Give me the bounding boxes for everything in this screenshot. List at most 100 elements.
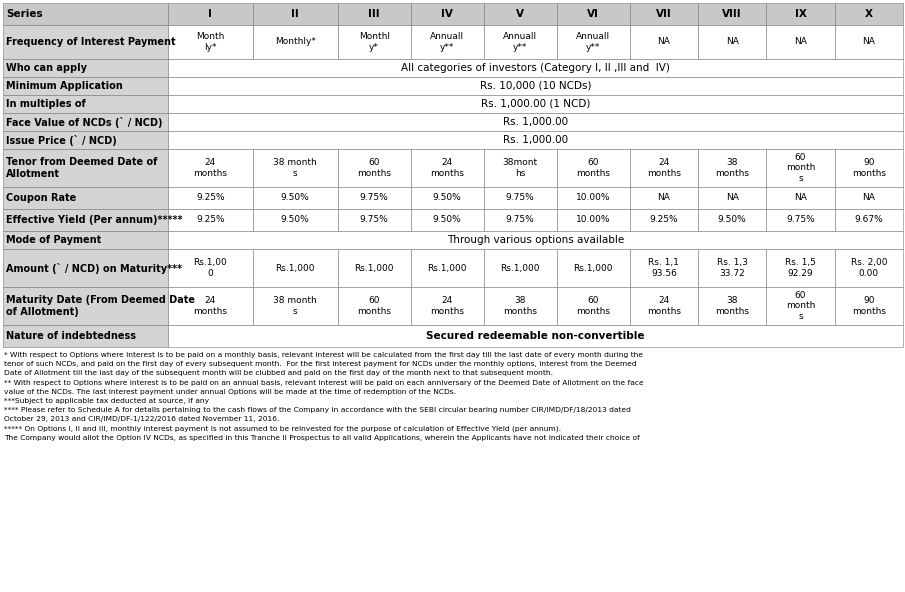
Text: Mode of Payment: Mode of Payment: [6, 235, 101, 245]
Text: 9.25%: 9.25%: [196, 194, 224, 202]
Bar: [483, 149, 557, 187]
Text: 24
months: 24 months: [430, 297, 464, 316]
Bar: [3, 59, 168, 77]
Text: Rs. 1,1
93.56: Rs. 1,1 93.56: [649, 258, 680, 278]
Text: Rs.1,000: Rs.1,000: [355, 263, 394, 272]
Bar: [338, 209, 411, 231]
Bar: [338, 187, 411, 209]
Text: ***** On Options I, II and III, monthly interest payment is not assumed to be re: ***** On Options I, II and III, monthly …: [4, 426, 561, 432]
Text: NA: NA: [657, 37, 671, 47]
Text: 9.50%: 9.50%: [281, 194, 310, 202]
Bar: [698, 25, 767, 59]
Text: value of the NCDs. The last interest payment under annual Options will be made a: value of the NCDs. The last interest pay…: [4, 389, 456, 395]
Bar: [834, 209, 903, 231]
Text: Through various options available: Through various options available: [447, 235, 624, 245]
Bar: [483, 209, 557, 231]
Bar: [483, 25, 557, 59]
Bar: [338, 249, 411, 287]
Bar: [3, 77, 168, 95]
Text: NA: NA: [657, 194, 671, 202]
Text: IV: IV: [442, 9, 453, 19]
Text: NA: NA: [726, 194, 738, 202]
Bar: [168, 209, 252, 231]
Text: 9.75%: 9.75%: [786, 215, 815, 224]
Text: 9.75%: 9.75%: [360, 194, 388, 202]
Bar: [698, 209, 767, 231]
Bar: [767, 287, 834, 325]
Bar: [767, 249, 834, 287]
Text: Rs. 1,000.00: Rs. 1,000.00: [503, 135, 568, 145]
Bar: [834, 249, 903, 287]
Bar: [3, 149, 168, 187]
Bar: [252, 149, 338, 187]
Text: Face Value of NCDs (` / NCD): Face Value of NCDs (` / NCD): [6, 117, 163, 127]
Text: 9.25%: 9.25%: [196, 215, 224, 224]
Text: Secured redeemable non-convertible: Secured redeemable non-convertible: [426, 331, 644, 341]
Bar: [338, 287, 411, 325]
Text: NA: NA: [794, 37, 807, 47]
Text: Maturity Date (From Deemed Date
of Allotment): Maturity Date (From Deemed Date of Allot…: [6, 295, 195, 317]
Text: 9.25%: 9.25%: [650, 215, 678, 224]
Text: 9.75%: 9.75%: [360, 215, 388, 224]
Text: 9.75%: 9.75%: [506, 194, 535, 202]
Text: 38
months: 38 months: [715, 297, 749, 316]
Text: 24
months: 24 months: [430, 158, 464, 178]
Text: Minimum Application: Minimum Application: [6, 81, 123, 91]
Bar: [252, 249, 338, 287]
Bar: [557, 187, 630, 209]
Text: Rs.1,000: Rs.1,000: [500, 263, 540, 272]
Text: ***Subject to applicable tax deducted at source, if any: ***Subject to applicable tax deducted at…: [4, 398, 209, 404]
Bar: [168, 77, 903, 95]
Text: Frequency of Interest Payment: Frequency of Interest Payment: [6, 37, 176, 47]
Text: VIII: VIII: [722, 9, 742, 19]
Text: 38
months: 38 months: [715, 158, 749, 178]
Text: IX: IX: [795, 9, 806, 19]
Bar: [252, 25, 338, 59]
Bar: [252, 209, 338, 231]
Text: Rs.1,000: Rs.1,000: [574, 263, 613, 272]
Text: Coupon Rate: Coupon Rate: [6, 193, 76, 203]
Bar: [483, 3, 557, 25]
Text: Amount (` / NCD) on Maturity***: Amount (` / NCD) on Maturity***: [6, 262, 182, 274]
Bar: [338, 149, 411, 187]
Bar: [630, 187, 698, 209]
Text: 60
months: 60 months: [576, 158, 610, 178]
Bar: [3, 113, 168, 131]
Bar: [483, 187, 557, 209]
Text: Nature of indebtedness: Nature of indebtedness: [6, 331, 136, 341]
Text: 38
months: 38 months: [503, 297, 538, 316]
Bar: [483, 249, 557, 287]
Bar: [168, 287, 252, 325]
Bar: [834, 187, 903, 209]
Bar: [630, 3, 698, 25]
Bar: [411, 249, 483, 287]
Text: tenor of such NCDs, and paid on the first day of every subsequent month.  For th: tenor of such NCDs, and paid on the firs…: [4, 361, 636, 367]
Bar: [698, 187, 767, 209]
Bar: [168, 3, 252, 25]
Bar: [557, 3, 630, 25]
Text: 90
months: 90 months: [852, 297, 886, 316]
Bar: [630, 209, 698, 231]
Text: Annuall
y**: Annuall y**: [430, 33, 464, 52]
Bar: [3, 187, 168, 209]
Bar: [767, 149, 834, 187]
Text: 60
months: 60 months: [357, 158, 391, 178]
Text: 24
months: 24 months: [647, 297, 681, 316]
Text: Rs. 1,000.00 (1 NCD): Rs. 1,000.00 (1 NCD): [481, 99, 590, 109]
Bar: [168, 187, 252, 209]
Text: 60
month
s: 60 month s: [786, 291, 815, 321]
Text: X: X: [865, 9, 872, 19]
Text: 10.00%: 10.00%: [576, 194, 611, 202]
Text: Monthl
y*: Monthl y*: [358, 33, 390, 52]
Bar: [483, 287, 557, 325]
Bar: [630, 149, 698, 187]
Bar: [338, 25, 411, 59]
Bar: [557, 287, 630, 325]
Bar: [168, 149, 252, 187]
Text: Rs.1,000: Rs.1,000: [275, 263, 315, 272]
Bar: [767, 187, 834, 209]
Bar: [338, 3, 411, 25]
Text: 9.75%: 9.75%: [506, 215, 535, 224]
Bar: [767, 3, 834, 25]
Bar: [767, 25, 834, 59]
